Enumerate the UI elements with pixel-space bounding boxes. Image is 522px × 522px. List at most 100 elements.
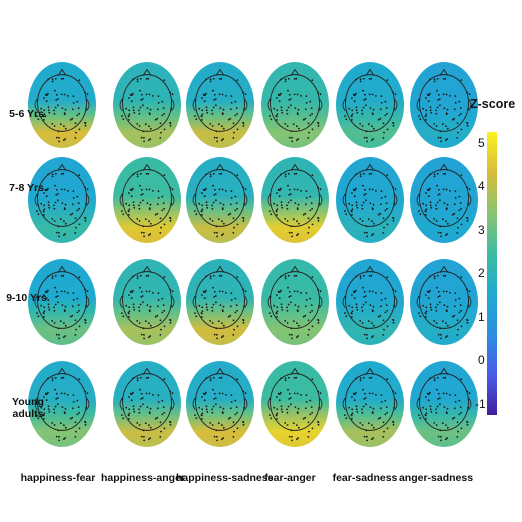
topomap-r0-c0	[28, 62, 96, 148]
electrode-dot	[433, 320, 436, 322]
electrode-dot	[194, 397, 197, 400]
electrode-dot	[309, 195, 312, 198]
electrode-dot	[154, 315, 157, 318]
electrode-dot	[142, 199, 144, 202]
electrode-dot	[345, 417, 348, 420]
electrode-dot	[63, 220, 65, 223]
electrode-dot	[149, 407, 152, 410]
electrode-dot	[456, 232, 459, 234]
electrode-dot	[200, 210, 203, 213]
electrode-dot	[76, 114, 79, 117]
electrode-dot	[125, 107, 128, 110]
electrode-dot	[467, 304, 470, 307]
electrode-dot	[309, 413, 312, 416]
electrode-dot	[236, 378, 239, 381]
electrode-dot	[427, 100, 430, 103]
electrode-dot	[366, 333, 368, 336]
electrode-dot	[366, 235, 368, 238]
electrode-dot	[132, 391, 134, 394]
electrode-dot	[380, 95, 383, 97]
nose-outline	[142, 265, 152, 273]
col-label-fear-anger: fear-anger	[264, 472, 316, 484]
electrode-dot	[307, 137, 310, 139]
electrode-dot	[352, 188, 355, 191]
electrode-dot	[130, 297, 133, 300]
electrode-dot	[368, 392, 371, 395]
electrode-dot	[293, 78, 296, 80]
electrode-dot	[440, 439, 442, 442]
scalp-map	[336, 361, 404, 447]
head-outline	[37, 271, 87, 329]
electrode-dot	[212, 172, 215, 175]
electrode-dot	[433, 277, 436, 280]
electrode-dot	[293, 275, 296, 277]
electrode-dot	[40, 107, 43, 110]
electrode-dot	[386, 325, 389, 328]
electrode-dot	[311, 276, 314, 279]
electrode-dot	[222, 437, 225, 439]
electrode-dot	[213, 194, 216, 196]
electrode-dot	[122, 213, 125, 216]
right-ear	[86, 98, 90, 112]
electrode-dot	[63, 290, 66, 293]
electrode-dot	[139, 89, 141, 92]
electrode-dot	[290, 403, 292, 406]
electrode-dot	[143, 231, 145, 234]
electrode-dot	[433, 78, 436, 81]
electrode-dot	[449, 95, 451, 97]
electrode-dot	[449, 292, 451, 294]
electrode-dot	[213, 435, 216, 438]
electrode-dot	[445, 336, 447, 339]
electrode-dot	[436, 184, 438, 187]
electrode-dot	[51, 218, 54, 220]
electrode-dot	[139, 303, 142, 306]
electrode-dot	[379, 212, 382, 215]
electrode-dot	[355, 391, 357, 394]
electrode-dot	[156, 305, 159, 308]
electrode-dot	[205, 275, 208, 278]
electrode-dot	[296, 207, 299, 210]
electrode-dot	[219, 304, 222, 306]
electrode-dot	[225, 95, 227, 97]
electrode-dot	[458, 209, 461, 212]
electrode-dot	[344, 98, 347, 101]
electrode-dot	[368, 78, 371, 80]
electrode-dot	[139, 376, 142, 379]
electrode-dot	[278, 100, 281, 103]
topomap-r0-c1	[113, 62, 181, 148]
scalp-map	[113, 361, 181, 447]
electrode-dot	[286, 411, 289, 414]
electrode-dot	[212, 274, 215, 277]
electrode-dot	[229, 407, 232, 410]
electrode-dot	[222, 426, 225, 429]
electrode-dot	[291, 333, 293, 336]
electrode-dot	[293, 392, 296, 395]
electrode-dot	[392, 288, 395, 291]
electrode-dot	[377, 315, 380, 318]
electrode-dot	[242, 423, 245, 426]
nose-outline	[57, 367, 67, 375]
electrode-dot	[149, 222, 152, 225]
head-outline	[270, 373, 320, 431]
electrode-dot	[437, 398, 440, 400]
electrode-dot	[356, 206, 359, 209]
electrode-dot	[205, 289, 207, 292]
electrode-dot	[51, 277, 54, 280]
electrode-dot	[308, 430, 310, 433]
electrode-dot	[43, 192, 45, 194]
col-label-happiness-fear: happiness-fear	[20, 472, 96, 484]
electrode-dot	[143, 439, 146, 442]
electrode-dot	[386, 223, 389, 226]
electrode-dot	[205, 92, 207, 95]
electrode-dot	[276, 310, 279, 313]
electrode-dot	[436, 388, 438, 391]
electrode-dot	[148, 112, 151, 114]
electrode-dot	[371, 220, 373, 223]
electrode-dot	[429, 408, 432, 411]
electrode-dot	[437, 392, 440, 395]
electrode-dot	[194, 98, 197, 101]
electrode-dot	[427, 399, 430, 402]
electrode-dot	[294, 406, 297, 408]
electrode-dot	[138, 408, 140, 411]
electrode-dot	[36, 414, 38, 416]
